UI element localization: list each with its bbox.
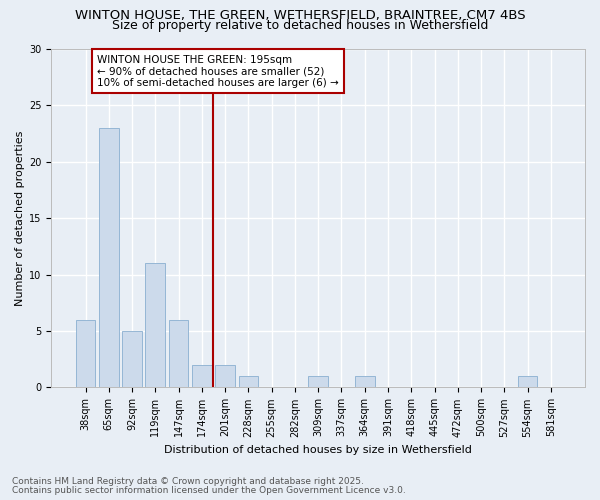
Text: WINTON HOUSE THE GREEN: 195sqm
← 90% of detached houses are smaller (52)
10% of : WINTON HOUSE THE GREEN: 195sqm ← 90% of … xyxy=(97,54,339,88)
Bar xyxy=(192,365,212,388)
Bar xyxy=(308,376,328,388)
X-axis label: Distribution of detached houses by size in Wethersfield: Distribution of detached houses by size … xyxy=(164,445,472,455)
Bar xyxy=(215,365,235,388)
Bar xyxy=(122,331,142,388)
Text: Contains public sector information licensed under the Open Government Licence v3: Contains public sector information licen… xyxy=(12,486,406,495)
Text: WINTON HOUSE, THE GREEN, WETHERSFIELD, BRAINTREE, CM7 4BS: WINTON HOUSE, THE GREEN, WETHERSFIELD, B… xyxy=(74,9,526,22)
Bar xyxy=(239,376,258,388)
Text: Size of property relative to detached houses in Wethersfield: Size of property relative to detached ho… xyxy=(112,19,488,32)
Bar xyxy=(355,376,374,388)
Bar xyxy=(169,320,188,388)
Bar xyxy=(518,376,538,388)
Y-axis label: Number of detached properties: Number of detached properties xyxy=(15,130,25,306)
Bar xyxy=(145,264,165,388)
Bar xyxy=(76,320,95,388)
Bar xyxy=(99,128,119,388)
Text: Contains HM Land Registry data © Crown copyright and database right 2025.: Contains HM Land Registry data © Crown c… xyxy=(12,477,364,486)
